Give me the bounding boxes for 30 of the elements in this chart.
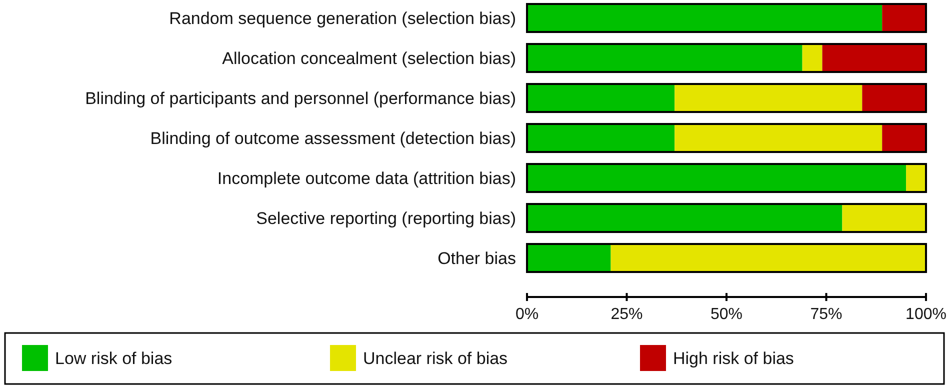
bar (802, 44, 822, 72)
bar (674, 84, 862, 112)
y-tick-label: Selective reporting (reporting bias) (256, 208, 516, 228)
x-tick-label: 50% (710, 306, 743, 324)
y-tick-label: Blinding of participants and personnel (performance bias) (85, 88, 516, 108)
bar (610, 244, 926, 272)
bar (527, 44, 802, 72)
y-tick-label: Random sequence generation (selection bias) (169, 8, 516, 28)
bar (674, 124, 882, 152)
y-tick-label: Blinding of outcome assessment (detection bias) (150, 128, 516, 148)
bar (527, 244, 611, 272)
x-tick-label: 75% (810, 306, 842, 324)
y-tick-label: Other bias (438, 248, 516, 268)
legend-label: High risk of bias (673, 348, 794, 368)
bar (527, 204, 842, 232)
bar (527, 124, 675, 152)
x-tick-label: 25% (610, 306, 643, 324)
bar (862, 84, 926, 112)
bar (842, 204, 926, 232)
bar (882, 124, 926, 152)
y-tick-label: Incomplete outcome data (attrition bias) (217, 168, 516, 188)
x-tick-label: 0% (515, 306, 539, 324)
bar (822, 44, 926, 72)
y-tick-label: Allocation concealment (selection bias) (222, 48, 516, 68)
legend-label: Low risk of bias (55, 348, 172, 368)
legend-label: Unclear risk of bias (363, 348, 508, 368)
x-tick-label: 100% (906, 306, 946, 324)
bar (527, 4, 882, 32)
bar (527, 84, 675, 112)
bar (882, 4, 926, 32)
